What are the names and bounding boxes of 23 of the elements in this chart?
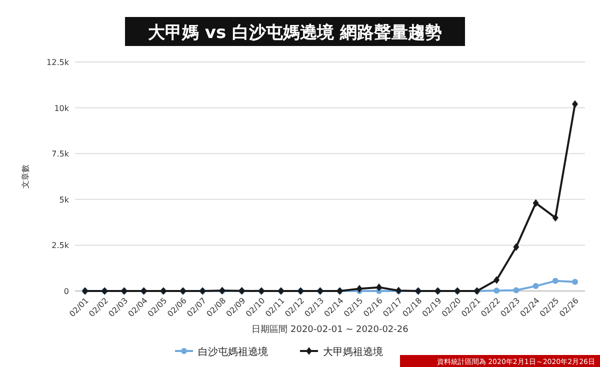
y-tick-label: 0 [64,287,69,296]
y-tick-label: 12.5k [46,58,70,67]
y-tick-label: 7.5k [52,150,70,159]
point [572,100,578,108]
point [552,278,558,284]
x-axis-title: 日期區間 2020-02-01 ~ 2020-02-26 [252,324,409,335]
y-tick-label: 10k [54,104,70,113]
point [572,278,578,285]
point [356,284,362,293]
point [513,287,520,294]
y-axis-title: 文章數 [21,164,30,188]
point [513,243,520,251]
legend-label: 大甲媽祖遶境 [323,346,383,358]
chart-title: 大甲媽 vs 白沙屯媽遶境 網路聲量趨勢 [148,23,442,43]
point [494,288,500,294]
y-tick-label: 2.5k [52,241,70,250]
point [376,283,382,292]
point [532,283,539,290]
point [494,276,500,284]
y-tick-label: 5k [59,195,70,204]
point [532,199,539,207]
legend-label: 白沙屯媽祖遶境 [198,346,268,358]
point [552,214,558,222]
